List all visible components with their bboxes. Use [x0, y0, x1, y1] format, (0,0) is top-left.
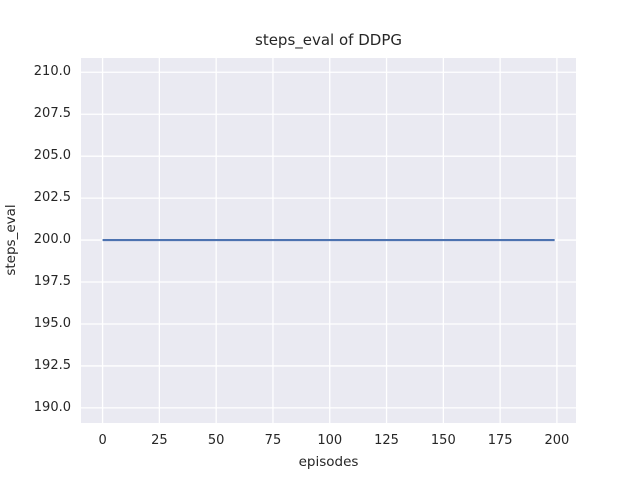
x-tick-label: 200 [544, 433, 570, 448]
x-tick-label: 100 [317, 433, 343, 448]
y-tick-label: 192.5 [33, 357, 71, 373]
y-tick-label: 197.5 [33, 274, 71, 290]
y-tick-label: 210.0 [33, 64, 71, 80]
y-tick-label: 190.0 [33, 399, 71, 415]
chart-title: steps_eval of DDPG [255, 31, 402, 49]
y-tick-label: 200.0 [33, 232, 71, 248]
y-tick-label: 207.5 [33, 106, 71, 122]
x-tick-label: 50 [207, 433, 225, 448]
x-tick-label: 75 [264, 433, 282, 448]
x-tick-label: 125 [374, 433, 399, 448]
x-tick-label: 0 [98, 433, 107, 448]
x-tick-label: 150 [430, 433, 456, 448]
x-tick-label: 25 [151, 433, 168, 448]
x-axis-label: episodes [298, 454, 359, 470]
y-tick-label: 205.0 [33, 148, 71, 164]
x-tick-label: 175 [487, 433, 513, 448]
y-tick-label: 202.5 [33, 190, 71, 206]
y-tick-label: 195.0 [33, 315, 71, 331]
